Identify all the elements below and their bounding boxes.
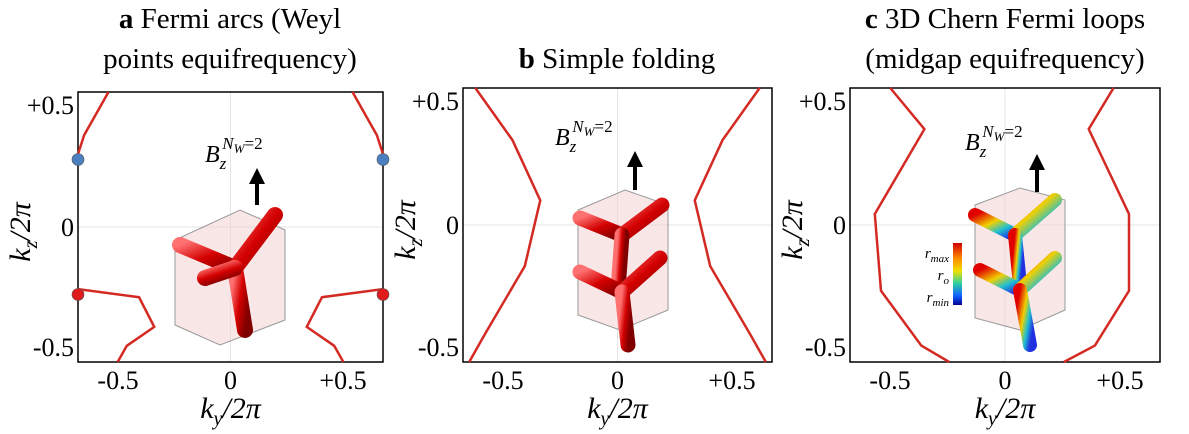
field-arrow-head [1029,154,1045,170]
label-sub: y [212,408,223,430]
axis-label: ky/2π [200,392,262,430]
axis-label: ky/2π [587,392,649,430]
ann-sub: z [569,137,577,156]
field-annotation: BzNW=2 [205,134,263,173]
label-sub: y [986,408,997,430]
cb-sub: o [944,275,950,287]
y-tick-label: 0 [61,213,74,242]
x-tick-label: +0.5 [708,366,755,395]
inset-tube [205,268,235,278]
weyl-point [377,289,389,301]
label-rest: /2π [776,199,809,240]
axis-label: kz/2π [4,201,42,261]
title-text: Simple folding [542,43,715,75]
panel-label: b [519,43,535,75]
page: {"chart_data": [ {"type": "line", "panel… [0,0,1189,434]
arc-curve [353,92,384,154]
title-text: points equifrequency) [103,43,357,75]
figure: a Fermi arcs (Weyl points equifrequency) -… [0,0,1189,434]
inset-tube [618,235,622,290]
arc-curve [307,289,383,362]
label-base: k [200,392,214,425]
colorbar [953,243,962,305]
label-base: k [587,392,601,425]
ann-sub: z [979,142,987,161]
y-tick-label: +0.5 [412,87,459,116]
ann-base: B [965,130,980,156]
x-tick-label: -0.5 [869,366,910,395]
title-text: (midgap equifrequency) [865,43,1144,75]
label-base: k [4,248,37,262]
axis-label: kz/2π [776,199,814,259]
weyl-point [72,154,84,166]
panel-title: points equifrequency) [103,43,357,75]
title-gap [878,3,885,35]
label-sub: z [792,238,814,247]
label-sub: z [405,238,427,247]
y-tick-label: +0.5 [27,91,74,120]
label-sub: z [20,240,42,249]
x-tick-label: +0.5 [319,366,366,395]
inset [175,210,285,345]
arc-curve [78,92,109,154]
inset [953,188,1065,345]
inset-tube [1020,290,1030,345]
title-gap [535,43,542,75]
cb-sub: max [931,253,949,265]
label-rest: /2π [995,392,1036,425]
ann-suprest: =2 [1004,122,1022,141]
label-rest: /2π [607,392,648,425]
y-tick-label: 0 [446,211,459,240]
arc-curve [78,289,154,362]
title-text: 3D Chern Fermi loops [885,3,1145,35]
label-rest: /2π [4,201,37,242]
label-base: k [975,392,989,425]
ann-suprest: =2 [594,117,612,136]
x-tick-label: -0.5 [97,366,138,395]
inset [578,190,668,345]
panel-label: a [119,3,134,35]
panel-title: a Fermi arcs (Weyl [119,3,341,35]
y-tick-label: -0.5 [33,333,74,362]
x-tick-label: 0 [999,366,1012,395]
axis-label: kz/2π [389,199,427,259]
colorbar-label: rmin [927,290,950,309]
y-tick-label: -0.5 [418,333,459,362]
panel-label: c [865,3,878,35]
weyl-point [377,154,389,166]
weyl-point [72,289,84,301]
ann-sub: z [219,154,227,173]
label-base: k [389,246,422,260]
inset-tube [235,268,245,330]
cb-sub: min [933,297,950,309]
field-annotation: BzNW=2 [965,122,1023,161]
panel-title: b Simple folding [519,43,716,75]
panel-title: (midgap equifrequency) [865,43,1144,75]
panel-title: c 3D Chern Fermi loops [865,3,1145,35]
colorbar-label: ro [938,268,950,287]
x-tick-label: 0 [611,366,624,395]
ann-suprest: =2 [244,134,262,153]
x-tick-label: 0 [224,366,237,395]
axis-label: ky/2π [975,392,1037,430]
field-arrow-head [249,168,265,184]
ann-base: B [555,125,570,151]
inset-tube [1015,235,1020,285]
y-tick-label: -0.5 [805,333,846,362]
y-tick-label: +0.5 [799,87,846,116]
field-annotation: BzNW=2 [555,117,613,156]
x-tick-label: +0.5 [1096,366,1143,395]
colorbar-label: rmax [925,246,949,265]
title-gap [133,3,140,35]
inset-tube [622,292,628,345]
label-rest: /2π [389,199,422,240]
label-rest: /2π [220,392,261,425]
ann-base: B [205,142,220,168]
y-tick-label: 0 [833,211,846,240]
label-base: k [776,246,809,260]
x-tick-label: -0.5 [482,366,523,395]
field-arrow-head [627,151,643,167]
title-text: Fermi arcs (Weyl [141,3,342,35]
label-sub: y [599,408,610,430]
